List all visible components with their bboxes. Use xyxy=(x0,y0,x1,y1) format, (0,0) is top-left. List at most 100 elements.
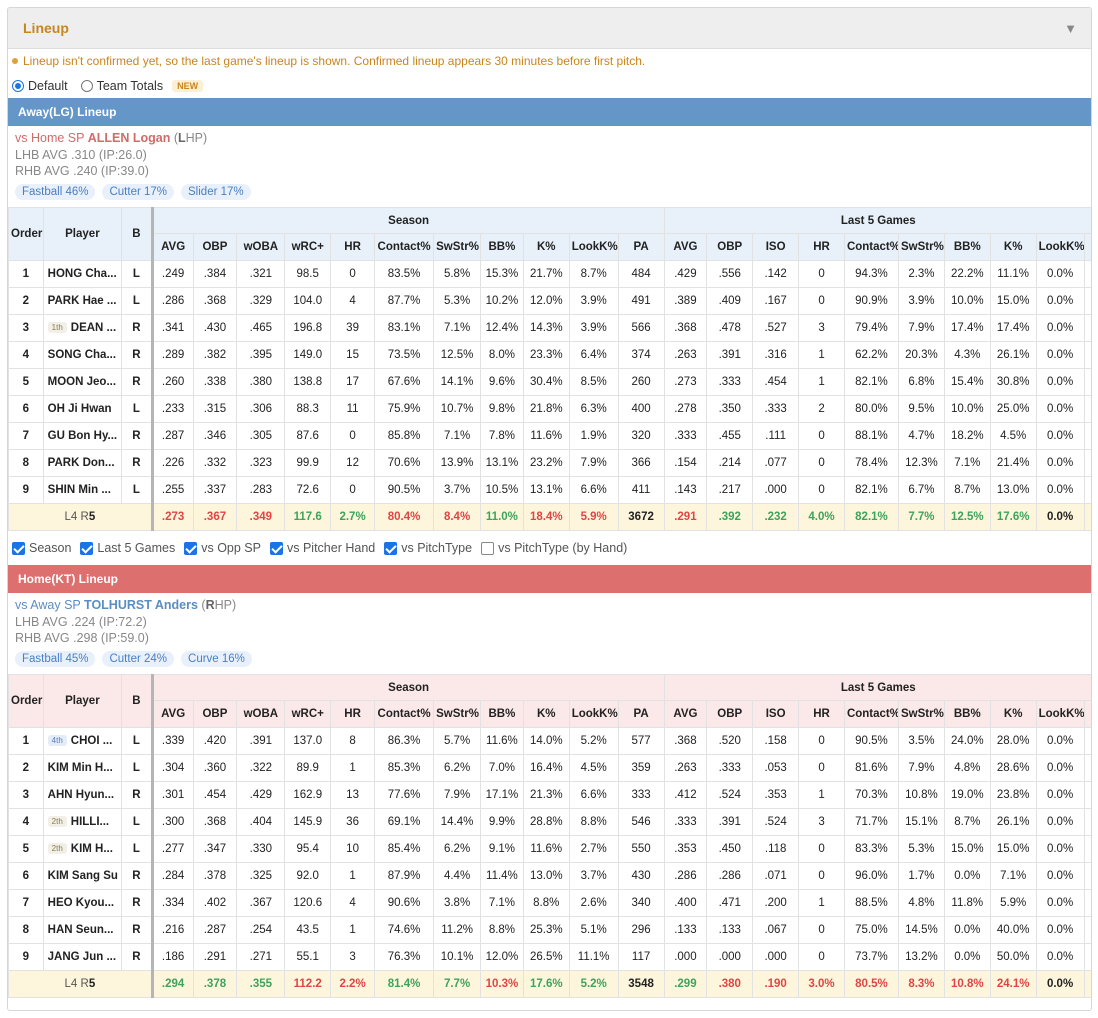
mode-default-option[interactable]: Default xyxy=(12,79,68,93)
player-name-cell[interactable]: HAN Seun... xyxy=(42,916,123,944)
mode-team-totals-radio[interactable] xyxy=(80,79,93,92)
filter-option[interactable]: vs Pitcher Hand xyxy=(269,541,375,555)
season-col-header[interactable]: BB% xyxy=(480,700,524,728)
player-name[interactable]: DEAN ... xyxy=(70,322,117,334)
opposing-sp-name[interactable]: TOLHURST Anders xyxy=(84,598,198,612)
season-col-header[interactable]: Contact% xyxy=(373,233,435,261)
mode-default-radio[interactable] xyxy=(12,79,24,92)
filter-checkbox[interactable] xyxy=(12,541,25,555)
lineup-header[interactable]: Lineup ▼ xyxy=(8,8,1091,49)
player-name-cell[interactable]: KIM Sang Su xyxy=(42,862,123,890)
season-col-header[interactable]: SwStr% xyxy=(433,233,482,261)
filter-option[interactable]: Last 5 Games xyxy=(80,541,175,555)
player-name-cell[interactable]: PARK Hae ... xyxy=(42,287,123,315)
season-col-header[interactable]: OBP xyxy=(192,233,238,261)
last5-col-header[interactable]: SwStr% xyxy=(897,233,945,261)
season-col-header[interactable]: SwStr% xyxy=(433,700,482,728)
filter-option[interactable]: vs PitchType (by Hand) xyxy=(481,541,627,555)
season-col-header[interactable]: LookK% xyxy=(568,233,619,261)
player-name[interactable]: HILLI... xyxy=(70,816,110,828)
last5-col-header[interactable]: Contact% xyxy=(843,700,899,728)
season-col-header[interactable]: wRC+ xyxy=(284,700,332,728)
season-col-header[interactable]: HR xyxy=(330,233,375,261)
player-name[interactable]: JANG Jun ... xyxy=(47,951,117,963)
season-col-header[interactable]: AVG xyxy=(150,700,194,728)
triangle-down-icon[interactable]: ▼ xyxy=(1064,20,1077,36)
player-name[interactable]: KIM Min H... xyxy=(47,762,113,774)
last5-col-header[interactable]: AVG xyxy=(663,233,708,261)
player-name[interactable]: HONG Cha... xyxy=(47,268,117,280)
player-name[interactable]: CHOI ... xyxy=(70,735,113,747)
last5-col-header[interactable]: OBP xyxy=(706,700,754,728)
season-col-header[interactable]: BB% xyxy=(480,233,524,261)
player-name[interactable]: KIM Sang Su xyxy=(47,870,118,882)
season-col-header[interactable]: PA xyxy=(617,233,665,261)
player-name[interactable]: PARK Don... xyxy=(47,457,115,469)
last5-col-header[interactable]: OBP xyxy=(706,233,754,261)
last5-col-header[interactable]: LookK% xyxy=(1035,233,1085,261)
last5-stat: 96.0% xyxy=(843,862,899,890)
player-name-cell[interactable]: JANG Jun ... xyxy=(42,943,123,971)
player-name[interactable]: GU Bon Hy... xyxy=(47,430,118,442)
player-name-cell[interactable]: GU Bon Hy... xyxy=(42,422,123,450)
filter-checkbox[interactable] xyxy=(184,541,198,555)
last5-col-header[interactable]: BB% xyxy=(943,233,991,261)
season-col-header[interactable]: K% xyxy=(522,700,570,728)
season-col-header[interactable]: LookK% xyxy=(568,700,619,728)
player-name-cell[interactable]: AHN Hyun... xyxy=(42,781,123,809)
season-col-header[interactable]: HR xyxy=(330,700,375,728)
player-name[interactable]: SONG Cha... xyxy=(47,349,117,361)
player-name[interactable]: SHIN Min ... xyxy=(47,484,111,496)
player-name-cell[interactable]: KIM Min H... xyxy=(42,754,123,782)
season-col-header[interactable]: wOBA xyxy=(236,700,286,728)
player-name-cell[interactable]: MOON Jeo... xyxy=(42,368,123,396)
last5-stat: .455 xyxy=(706,422,754,450)
mode-team-totals-option[interactable]: Team Totals xyxy=(80,79,163,93)
filter-label: vs PitchType xyxy=(401,541,473,555)
player-name[interactable]: HEO Kyou... xyxy=(47,897,115,909)
last5-col-header[interactable]: K% xyxy=(989,700,1037,728)
last5-col-header[interactable]: ISO xyxy=(752,700,800,728)
filter-checkbox[interactable] xyxy=(80,541,94,555)
player-name[interactable]: OH Ji Hwan xyxy=(47,403,112,415)
player-name-cell[interactable]: 2th HILLI... xyxy=(42,808,123,836)
season-col-header[interactable]: OBP xyxy=(192,700,238,728)
opposing-sp-name[interactable]: ALLEN Logan xyxy=(87,131,171,145)
filter-checkbox[interactable] xyxy=(481,541,495,555)
filter-option[interactable]: vs PitchType xyxy=(384,541,472,555)
player-name-cell[interactable]: SONG Cha... xyxy=(42,341,123,369)
player-name[interactable]: PARK Hae ... xyxy=(47,295,117,307)
last5-col-header[interactable]: ISO xyxy=(752,233,800,261)
player-name-cell[interactable]: HEO Kyou... xyxy=(42,889,123,917)
player-name-cell[interactable]: 2th KIM H... xyxy=(42,835,123,863)
last5-col-header[interactable]: HR xyxy=(798,700,845,728)
season-stat: 15.3% xyxy=(480,260,524,288)
filter-option[interactable]: vs Opp SP xyxy=(184,541,261,555)
last5-col-header[interactable]: HR xyxy=(798,233,845,261)
player-name[interactable]: HAN Seun... xyxy=(47,924,114,936)
last5-col-header[interactable]: Contact% xyxy=(843,233,899,261)
filter-checkbox[interactable] xyxy=(269,541,283,555)
player-name-cell[interactable]: SHIN Min ... xyxy=(42,476,123,504)
season-col-header[interactable]: K% xyxy=(522,233,570,261)
season-col-header[interactable]: wOBA xyxy=(236,233,286,261)
player-name[interactable]: MOON Jeo... xyxy=(47,376,117,388)
player-name[interactable]: AHN Hyun... xyxy=(47,789,115,801)
player-name-cell[interactable]: PARK Don... xyxy=(42,449,123,477)
last5-col-header[interactable]: SwStr% xyxy=(897,700,945,728)
player-name-cell[interactable]: 4th CHOI ... xyxy=(42,727,123,755)
last5-col-header[interactable]: BB% xyxy=(943,700,991,728)
season-col-header[interactable]: AVG xyxy=(150,233,194,261)
player-name[interactable]: KIM H... xyxy=(70,843,113,855)
season-col-header[interactable]: Contact% xyxy=(373,700,435,728)
filter-checkbox[interactable] xyxy=(384,541,398,555)
player-name-cell[interactable]: 1th DEAN ... xyxy=(42,314,123,342)
last5-col-header[interactable]: K% xyxy=(989,233,1037,261)
season-col-header[interactable]: PA xyxy=(617,700,665,728)
filter-option[interactable]: Season xyxy=(12,541,71,555)
player-name-cell[interactable]: OH Ji Hwan xyxy=(42,395,123,423)
season-col-header[interactable]: wRC+ xyxy=(284,233,332,261)
last5-col-header[interactable]: AVG xyxy=(663,700,708,728)
player-name-cell[interactable]: HONG Cha... xyxy=(42,260,123,288)
last5-col-header[interactable]: LookK% xyxy=(1035,700,1085,728)
